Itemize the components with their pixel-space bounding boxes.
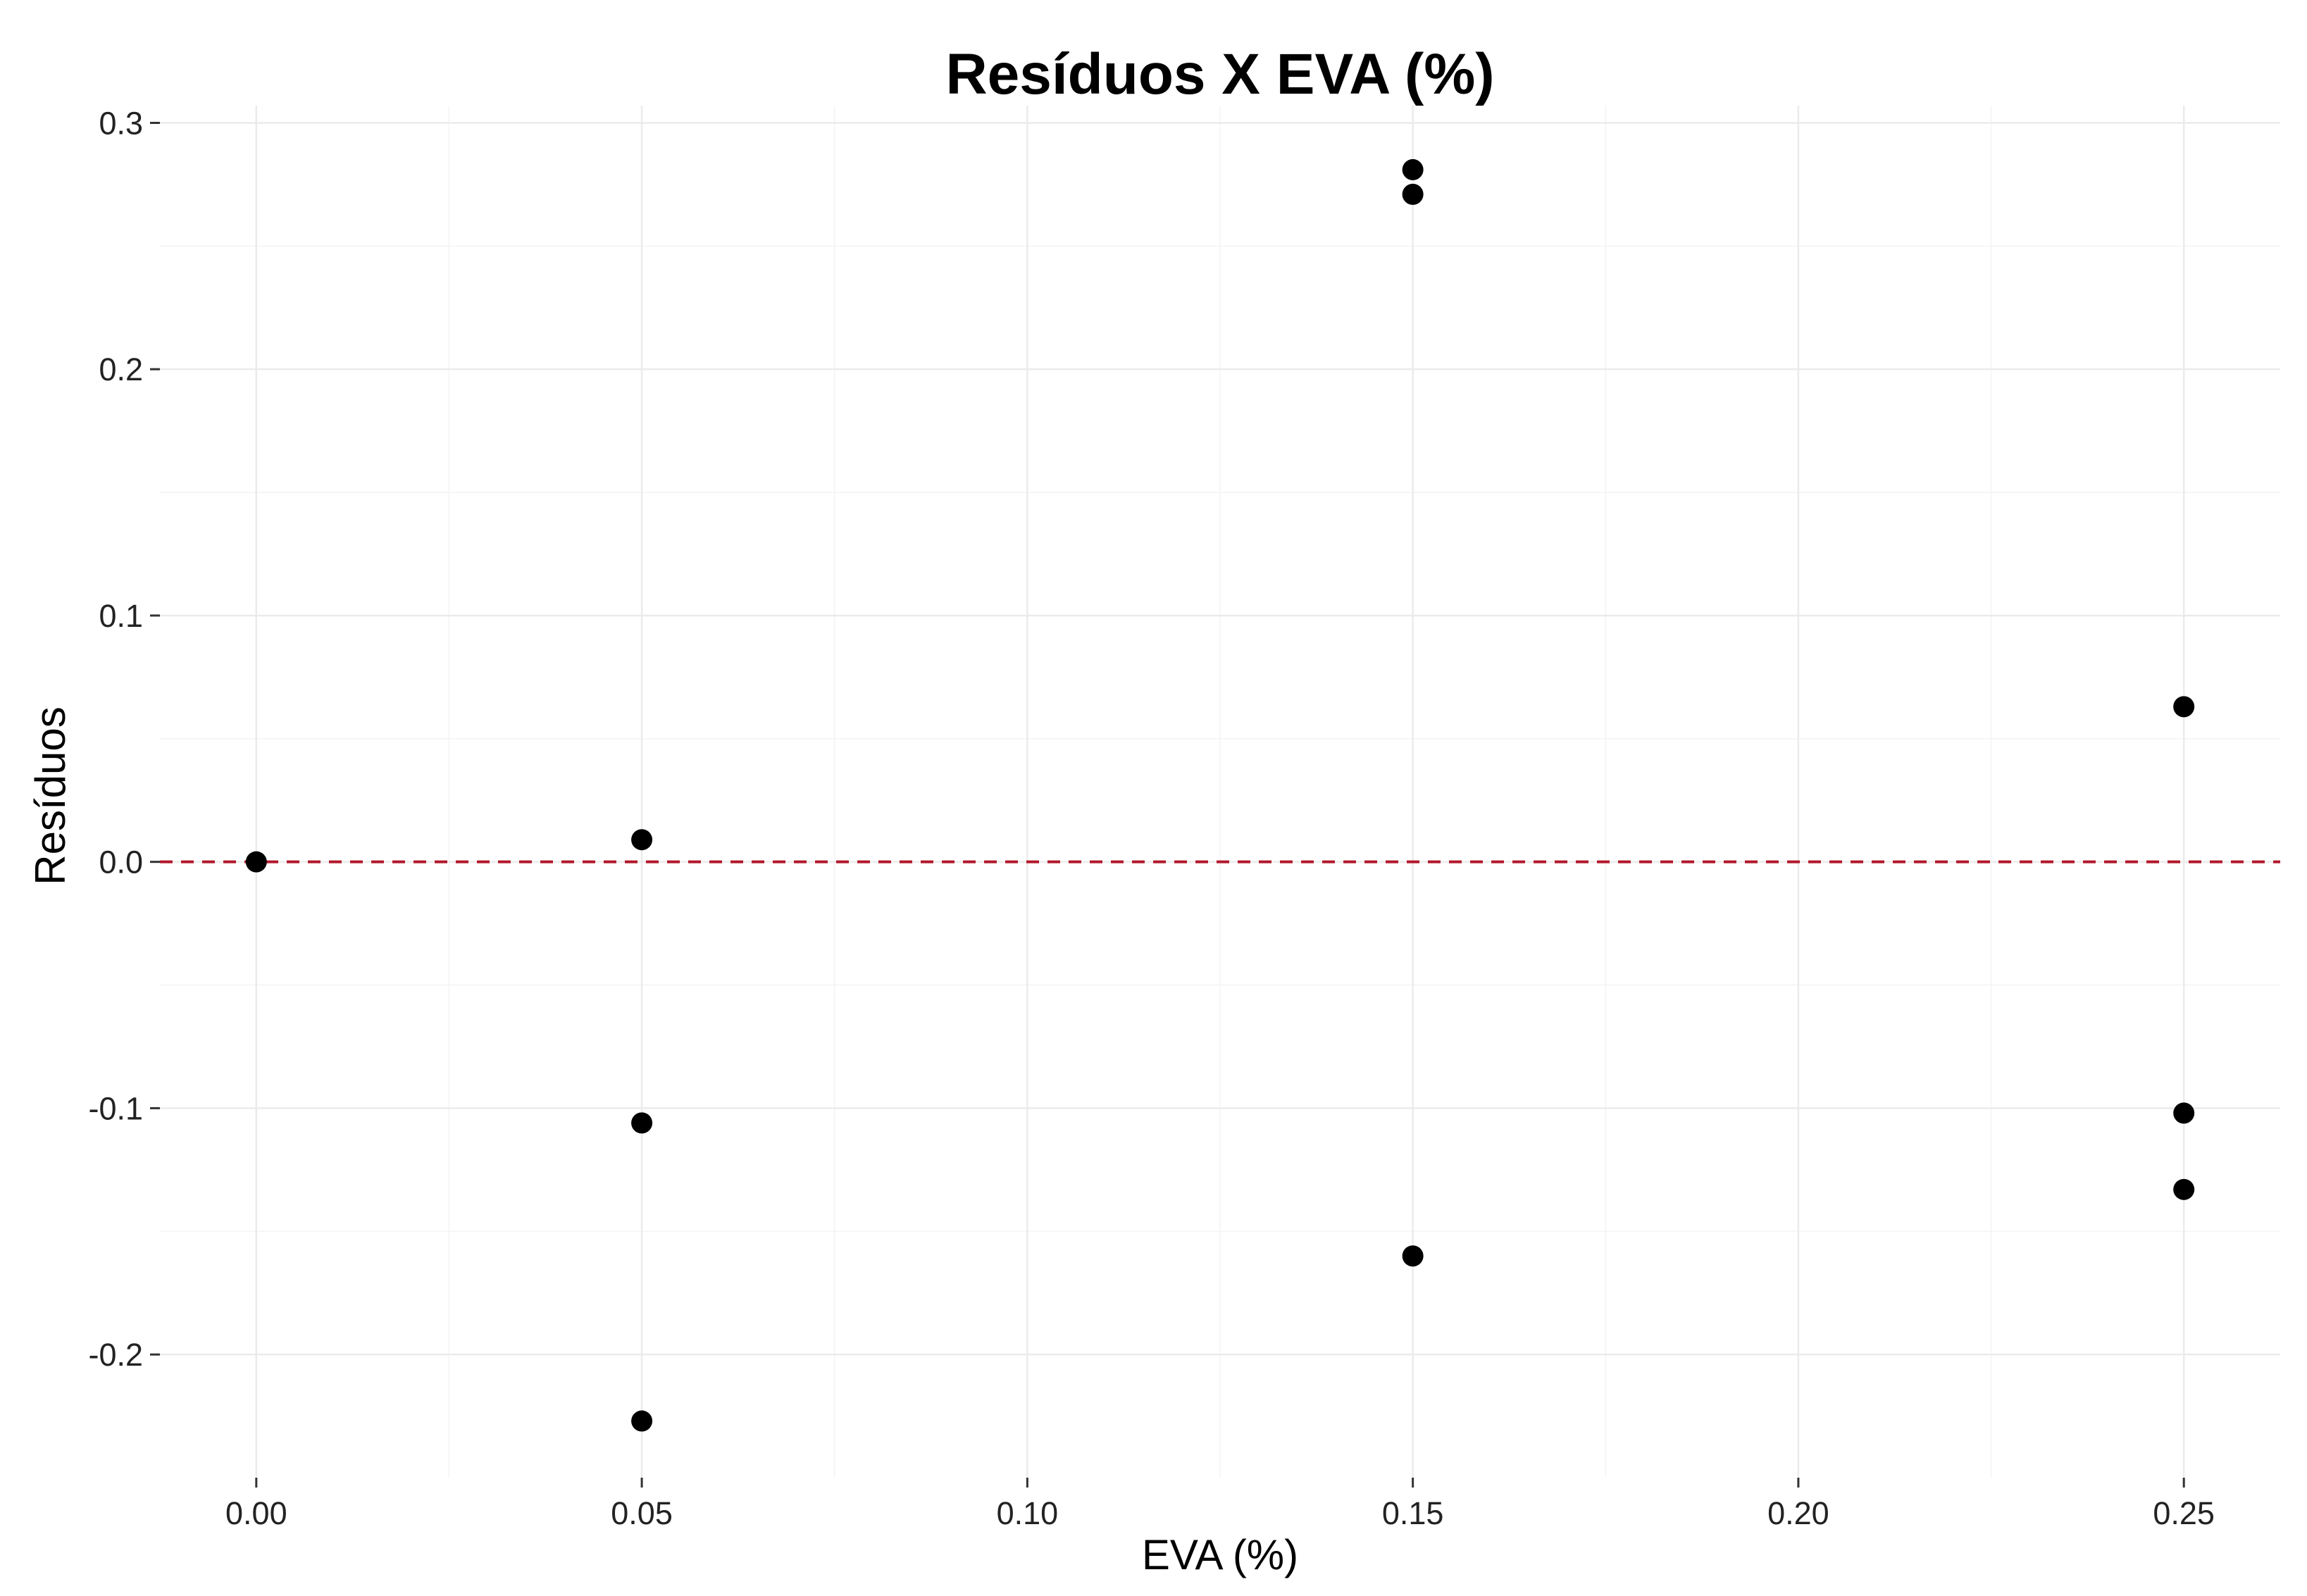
x-tick-label: 0.20 bbox=[1767, 1495, 1829, 1531]
data-point bbox=[1402, 1245, 1424, 1267]
y-tick-label: 0.0 bbox=[99, 844, 143, 880]
points-group bbox=[245, 158, 2195, 1432]
x-tick-label: 0.05 bbox=[611, 1495, 673, 1531]
data-point bbox=[631, 1112, 653, 1134]
data-point bbox=[631, 1410, 653, 1432]
data-point bbox=[2173, 1102, 2195, 1124]
data-point bbox=[631, 829, 653, 851]
data-point bbox=[1402, 183, 1424, 205]
y-tick-label: 0.1 bbox=[99, 598, 143, 634]
x-tick-label: 0.10 bbox=[997, 1495, 1059, 1531]
data-point bbox=[2173, 1178, 2195, 1200]
y-tick-label: 0.3 bbox=[99, 105, 143, 141]
x-axis-title: EVA (%) bbox=[1142, 1531, 1298, 1578]
x-tick-label: 0.15 bbox=[1382, 1495, 1444, 1531]
y-tick-label: 0.2 bbox=[99, 351, 143, 387]
data-point bbox=[245, 851, 267, 873]
y-axis-title: Resíduos bbox=[27, 706, 74, 885]
data-point bbox=[1402, 158, 1424, 180]
y-tick-label: -0.2 bbox=[88, 1337, 143, 1373]
y-tick-label: -0.1 bbox=[88, 1090, 143, 1126]
y-axis: -0.2 -0.1 0.0 0.1 0.2 0.3 bbox=[88, 105, 160, 1373]
x-tick-label: 0.00 bbox=[225, 1495, 287, 1531]
grid bbox=[160, 106, 2280, 1478]
x-axis: 0.00 0.05 0.10 0.15 0.20 0.25 bbox=[225, 1478, 2215, 1531]
data-point bbox=[2173, 696, 2195, 718]
chart-title: Resíduos X EVA (%) bbox=[945, 42, 1494, 106]
x-tick-label: 0.25 bbox=[2153, 1495, 2215, 1531]
